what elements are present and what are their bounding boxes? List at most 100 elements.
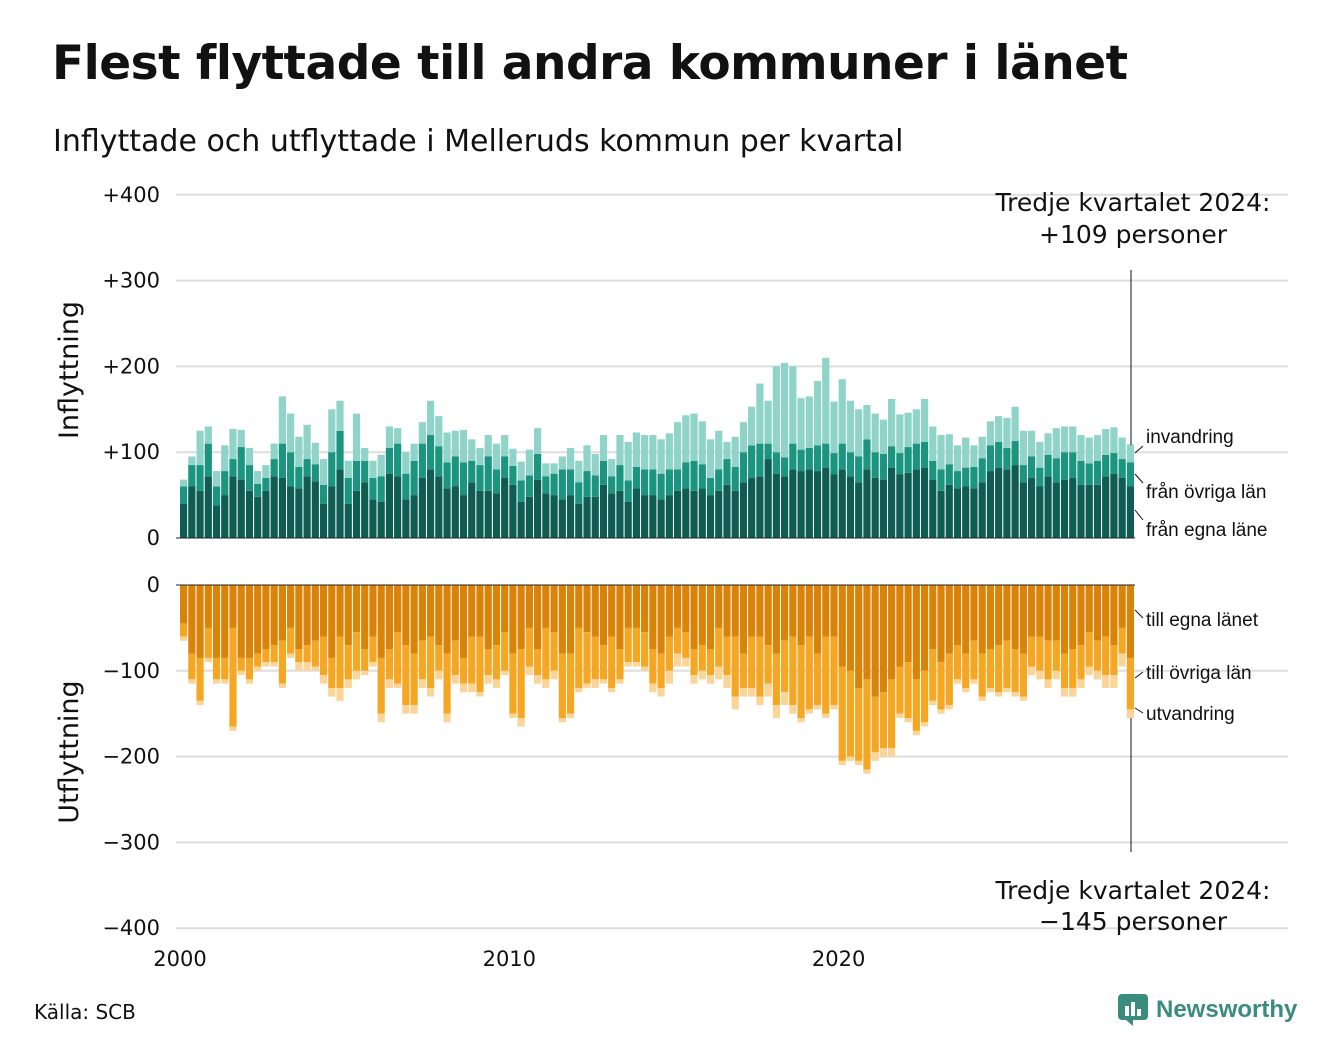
bar-out-0 — [1126, 585, 1134, 658]
bar-out-2 — [525, 666, 533, 676]
bar-in-2 — [534, 428, 542, 454]
bar-in-2 — [196, 430, 204, 466]
bar-out-0 — [550, 585, 558, 633]
bar-in-2 — [525, 449, 533, 476]
bar-out-0 — [698, 585, 706, 646]
bar-in-1 — [1093, 460, 1102, 485]
bar-in-1 — [402, 473, 410, 500]
bar-in-1 — [632, 466, 641, 489]
bar-out-2 — [945, 705, 953, 710]
bar-out-2 — [904, 717, 912, 723]
bar-out-1 — [254, 653, 262, 667]
bar-out-2 — [657, 687, 665, 697]
bar-out-0 — [616, 585, 624, 650]
bar-out-0 — [863, 585, 871, 680]
bar-out-1 — [748, 636, 756, 688]
bar-in-0 — [591, 496, 599, 538]
bar-out-2 — [262, 662, 270, 667]
bar-in-2 — [986, 421, 995, 446]
bar-out-1 — [426, 636, 435, 688]
bar-out-0 — [188, 585, 196, 654]
bar-out-1 — [772, 653, 780, 706]
label-utvandring: utvandring — [1146, 704, 1235, 725]
bar-out-1 — [879, 692, 888, 749]
bar-out-0 — [278, 585, 286, 641]
bar-out-0 — [402, 585, 410, 646]
bar-in-2 — [278, 396, 286, 444]
bar-out-1 — [1077, 645, 1085, 680]
bar-out-2 — [1011, 692, 1019, 697]
bar-in-2 — [764, 400, 772, 444]
bar-in-0 — [649, 495, 657, 538]
bar-in-1 — [229, 459, 237, 477]
bar-out-1 — [369, 636, 377, 663]
bar-in-0 — [789, 469, 797, 538]
bar-out-1 — [632, 627, 641, 663]
bar-out-2 — [764, 683, 772, 697]
bar-out-2 — [451, 675, 459, 684]
bar-out-2 — [509, 713, 517, 718]
bar-out-0 — [468, 585, 476, 637]
bar-out-0 — [838, 585, 846, 667]
bar-out-0 — [566, 585, 575, 654]
bar-out-0 — [245, 585, 254, 658]
bar-in-1 — [361, 460, 369, 483]
bar-out-1 — [764, 645, 772, 684]
newsworthy-logo-icon — [1118, 994, 1148, 1026]
bar-out-2 — [805, 709, 813, 714]
bar-out-2 — [863, 769, 871, 774]
bar-in-0 — [377, 501, 385, 538]
bar-in-0 — [624, 501, 632, 538]
bar-in-0 — [583, 496, 591, 538]
bar-out-2 — [649, 683, 657, 693]
bar-in-2 — [303, 424, 311, 460]
bar-out-0 — [542, 585, 550, 628]
bar-out-2 — [1093, 670, 1102, 680]
label-till-egna-lanet: till egna länet — [1146, 610, 1259, 631]
bar-in-2 — [896, 414, 904, 454]
bar-out-1 — [525, 627, 533, 667]
bar-in-0 — [682, 488, 690, 538]
bar-out-2 — [492, 679, 501, 688]
bar-out-1 — [756, 636, 764, 697]
bar-out-0 — [336, 585, 344, 637]
bar-out-0 — [929, 585, 937, 650]
bar-in-2 — [188, 456, 196, 466]
bar-in-1 — [920, 441, 929, 468]
bar-out-0 — [756, 585, 764, 637]
bar-out-2 — [830, 705, 838, 710]
bar-out-1 — [995, 645, 1003, 693]
bar-out-0 — [377, 585, 385, 658]
bar-in-0 — [575, 503, 583, 538]
label-leader-utvandring — [1134, 707, 1144, 714]
bar-out-2 — [632, 662, 641, 667]
bar-out-1 — [715, 627, 723, 667]
outflow-bars — [180, 585, 1134, 774]
bar-out-2 — [789, 705, 797, 714]
bar-out-0 — [970, 585, 978, 641]
bar-out-2 — [517, 717, 525, 727]
bar-in-0 — [369, 499, 377, 538]
bar-in-2 — [492, 443, 501, 470]
bar-in-2 — [920, 399, 929, 442]
bar-in-2 — [575, 460, 583, 483]
bar-out-0 — [287, 585, 295, 628]
bar-out-1 — [377, 657, 385, 714]
bar-in-2 — [706, 439, 715, 478]
bar-in-2 — [344, 460, 352, 478]
bar-in-2 — [912, 409, 920, 444]
bar-in-2 — [1093, 435, 1102, 461]
bar-out-2 — [797, 717, 805, 723]
bar-in-2 — [451, 430, 459, 457]
bar-in-1 — [278, 443, 286, 478]
bar-in-0 — [468, 482, 476, 538]
bar-in-0 — [970, 488, 978, 538]
bar-in-2 — [426, 400, 435, 436]
bar-out-2 — [962, 687, 970, 693]
axes: 0 +100 +200 +300 +400 0 −100 −200 −300 −400 2000 20… — [102, 183, 1135, 971]
inflow-bars — [180, 357, 1134, 538]
bar-out-0 — [830, 585, 838, 637]
bar-out-0 — [361, 585, 369, 650]
bar-out-1 — [402, 645, 410, 706]
bar-out-1 — [451, 640, 459, 676]
